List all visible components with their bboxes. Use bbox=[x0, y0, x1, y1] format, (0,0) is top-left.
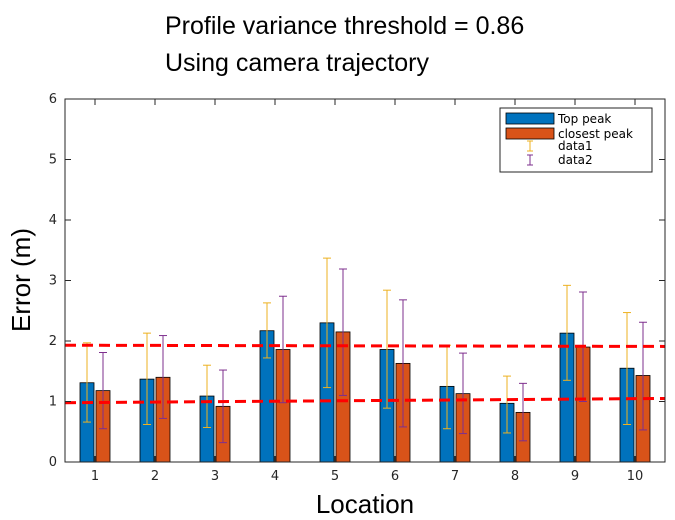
y-tick-label: 0 bbox=[49, 455, 57, 470]
x-tick-label: 1 bbox=[91, 469, 99, 484]
y-tick-label: 4 bbox=[49, 213, 57, 228]
chart-title-line-2: Using camera trajectory bbox=[165, 49, 429, 77]
x-tick-label: 5 bbox=[331, 469, 339, 484]
x-tick-label: 3 bbox=[211, 469, 219, 484]
x-tick-label: 9 bbox=[571, 469, 579, 484]
legend-label: data1 bbox=[558, 139, 593, 153]
y-tick-label: 1 bbox=[49, 395, 57, 410]
y-axis-label: Error (m) bbox=[6, 228, 36, 332]
legend-box bbox=[499, 107, 653, 173]
x-axis-label: Location bbox=[316, 489, 414, 519]
y-tick-label: 5 bbox=[49, 153, 57, 168]
x-tick-label: 7 bbox=[451, 469, 459, 484]
reference-line bbox=[64, 343, 666, 348]
legend-swatch bbox=[505, 127, 555, 140]
errorbars-layer bbox=[83, 257, 647, 444]
x-tick-label: 8 bbox=[511, 469, 519, 484]
chart-title: Profile variance threshold = 0.86 Using … bbox=[165, 12, 524, 77]
legend-label: Top peak bbox=[557, 112, 611, 126]
x-tick-label: 4 bbox=[271, 469, 279, 484]
y-tick-label: 3 bbox=[49, 274, 57, 289]
chart-title-line-1: Profile variance threshold = 0.86 bbox=[165, 12, 524, 40]
reference-lines-layer bbox=[64, 343, 666, 405]
x-tick-label: 2 bbox=[151, 469, 159, 484]
ticks-layer: 0 1 2 3 4 5 6 1 2 3 4 5 6 7 8 9 10 bbox=[49, 92, 665, 484]
legend-label: data2 bbox=[558, 153, 593, 167]
y-tick-label: 6 bbox=[49, 92, 57, 107]
legend-label: closest peak bbox=[558, 127, 633, 141]
legend-swatch bbox=[505, 112, 555, 125]
x-tick-label: 10 bbox=[627, 469, 644, 484]
y-tick-label: 2 bbox=[49, 334, 57, 349]
reference-line bbox=[64, 396, 666, 405]
x-tick-label: 6 bbox=[391, 469, 399, 484]
